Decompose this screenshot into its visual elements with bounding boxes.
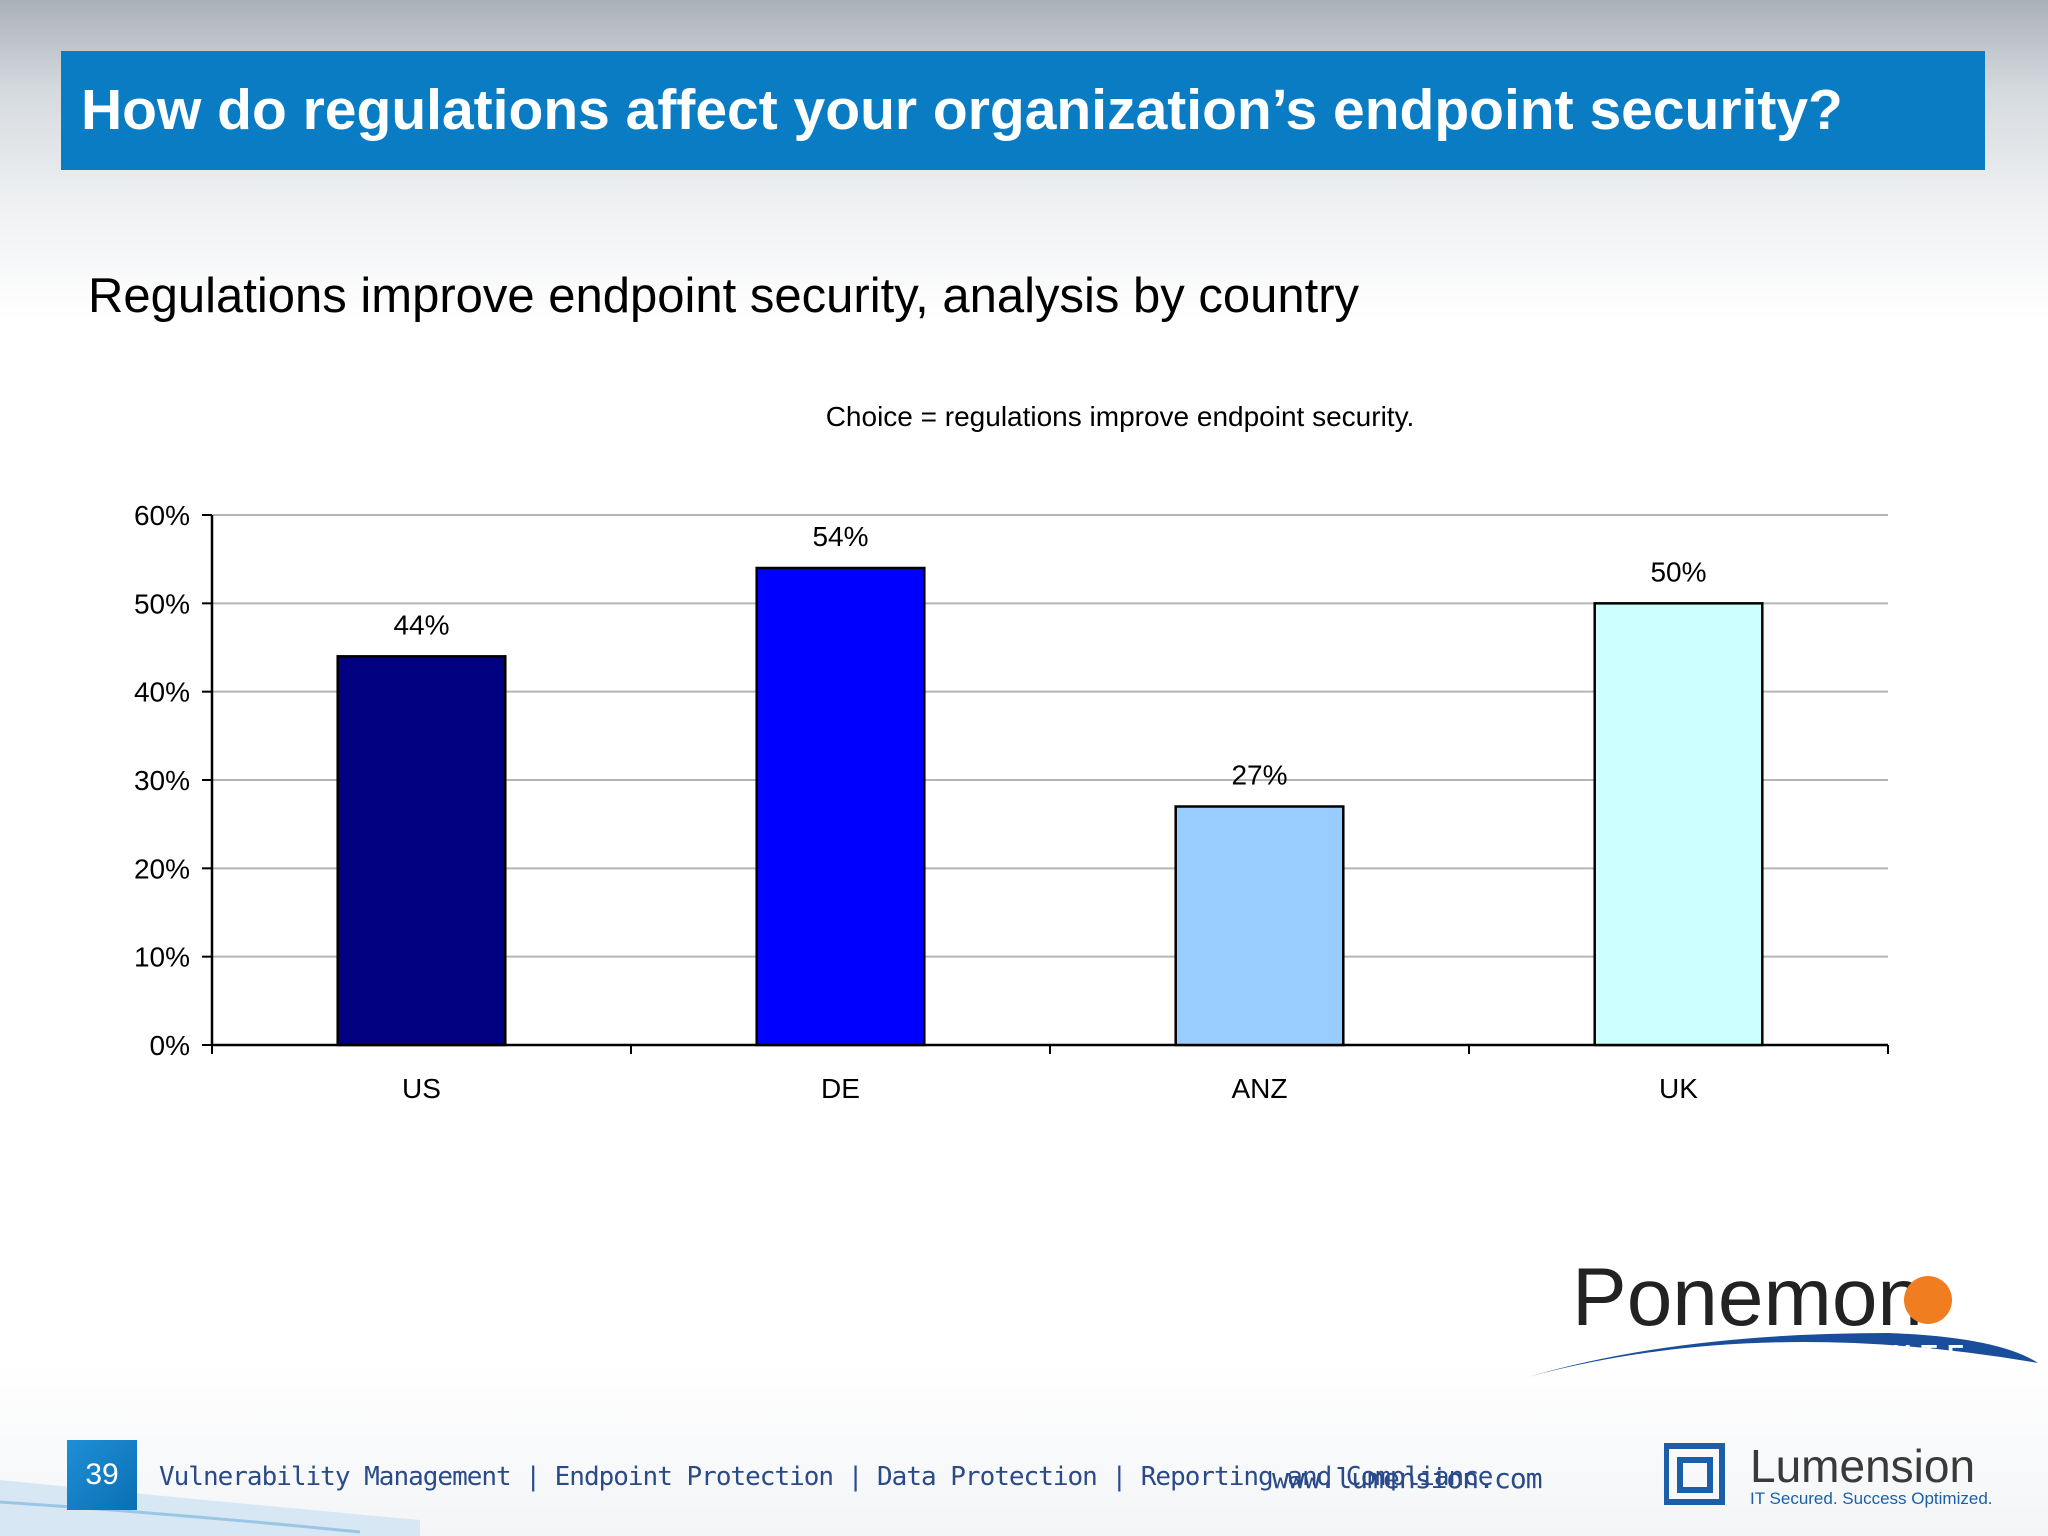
title-bar: How do regulations affect your organizat… [61, 51, 1985, 170]
slide-subtitle: Regulations improve endpoint security, a… [88, 269, 1360, 323]
footer-tagline: Vulnerability Management | Endpoint Prot… [159, 1462, 1493, 1492]
x-tick-label: UK [1659, 1073, 1698, 1104]
bar-uk [1593, 602, 1764, 1047]
x-tick-label: US [402, 1073, 441, 1104]
lumension-logo-text: Lumension [1750, 1440, 1975, 1492]
lumension-logo: Lumension IT Secured. Success Optimized. [1664, 1440, 1993, 1508]
y-tick-label: 30% [134, 765, 190, 796]
y-tick-label: 60% [134, 500, 190, 531]
y-tick-label: 20% [134, 853, 190, 884]
bar-de [755, 566, 926, 1047]
data-label: 50% [1650, 556, 1706, 587]
data-label: 27% [1231, 760, 1287, 791]
ponemon-logo-sub: INSTITUTE [1750, 1339, 1974, 1369]
slide-title: How do regulations affect your organizat… [81, 78, 1843, 142]
bar-chart: Choice = regulations improve endpoint se… [134, 401, 1889, 1104]
x-tick-label: DE [821, 1073, 860, 1104]
x-tick-label: ANZ [1232, 1073, 1288, 1104]
bar-us [336, 655, 507, 1047]
y-tick-label: 0% [150, 1030, 190, 1061]
ponemon-logo-dot [1904, 1276, 1952, 1324]
y-tick-label: 10% [134, 942, 190, 973]
bar-anz [1174, 805, 1345, 1047]
footer-url: www.lumension.com [1272, 1462, 1543, 1495]
data-label: 44% [393, 609, 449, 640]
ponemon-logo-text: Ponemon [1572, 1252, 1923, 1343]
ponemon-logo: Ponemon INSTITUTE [1528, 1252, 2038, 1377]
y-tick-label: 50% [134, 588, 190, 619]
page-number: 39 [67, 1440, 137, 1510]
lumension-logo-sub: IT Secured. Success Optimized. [1750, 1489, 1993, 1508]
y-tick-label: 40% [134, 677, 190, 708]
data-label: 54% [812, 521, 868, 552]
chart-title: Choice = regulations improve endpoint se… [826, 401, 1415, 432]
